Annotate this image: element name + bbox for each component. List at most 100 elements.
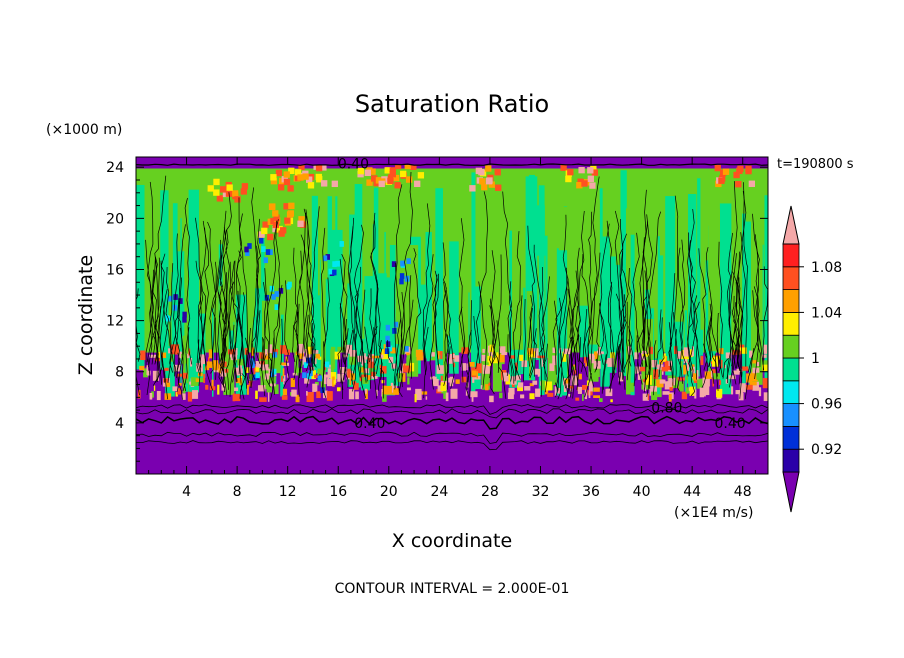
field-patch (693, 378, 698, 384)
field-patch (241, 183, 249, 190)
field-streak (254, 288, 262, 352)
colorbar-box (782, 289, 800, 313)
field-patch (271, 294, 276, 300)
field-streak (743, 221, 755, 370)
field-patch (249, 358, 255, 365)
contour-line (635, 335, 639, 381)
field-streak (188, 189, 200, 393)
field-patch (746, 373, 753, 383)
field-patch (234, 387, 239, 392)
colorbar-arrow-low (782, 471, 800, 513)
field-patch (315, 353, 320, 359)
field-patch (247, 384, 249, 395)
colorbar-box (782, 334, 800, 359)
field-patch (274, 304, 279, 311)
field-patch (379, 366, 387, 374)
field-patch (689, 386, 696, 396)
field-patch (719, 380, 722, 385)
field-patch (387, 177, 394, 185)
contour-line (225, 261, 232, 390)
field-patch (571, 375, 578, 386)
field-patch (644, 375, 652, 385)
field-patch (544, 381, 552, 391)
field-patch (322, 390, 328, 399)
field-patch (703, 384, 710, 396)
field-patch (704, 371, 711, 379)
contour-line (136, 373, 140, 396)
contour-line (355, 290, 365, 377)
contour-line (354, 266, 366, 398)
field-patch (665, 381, 673, 388)
contour-line (615, 293, 624, 380)
field-patch (527, 348, 534, 355)
field-patch (264, 373, 270, 380)
field-patch (448, 377, 455, 383)
field-patch (283, 178, 291, 186)
field-patch (207, 185, 214, 192)
field-patch (258, 231, 265, 238)
contour-line (198, 227, 213, 391)
field-patch (755, 361, 760, 367)
contour-labels: 0.40 0.40 0.40 0.80 (338, 156, 746, 431)
field-patch (306, 176, 313, 183)
contour-line (601, 354, 607, 394)
field-patch (250, 347, 255, 356)
field-patch (153, 385, 156, 391)
field-streak (450, 245, 455, 371)
field-patch (443, 390, 446, 399)
field-patch (248, 380, 253, 387)
contour-line (429, 274, 438, 390)
field-patch (596, 350, 599, 354)
contour-line (293, 247, 302, 397)
field-patch (687, 362, 690, 371)
field-streak (171, 272, 174, 362)
x-tick-label: 48 (734, 484, 752, 500)
contour-line (218, 261, 235, 393)
contour-line (369, 288, 374, 389)
field-patch (339, 241, 344, 247)
contour-line (146, 257, 161, 363)
field-patch (295, 394, 300, 403)
field-patch (192, 390, 199, 399)
field-patch (240, 188, 247, 195)
contour-line (422, 254, 434, 375)
field-streak (347, 283, 359, 387)
field-patch (385, 341, 391, 348)
field-patch (170, 354, 174, 362)
contour-line (250, 245, 260, 389)
field-patch (568, 393, 571, 397)
contour-line (282, 280, 290, 389)
field-patch (199, 354, 206, 365)
field-patch (455, 379, 460, 384)
field-patch (409, 362, 415, 372)
contour-line (387, 340, 394, 372)
field-patch (262, 221, 269, 228)
y-tick-label: 4 (115, 416, 124, 432)
field-patch (598, 346, 601, 356)
field-patch (302, 173, 309, 180)
field-streak (429, 341, 440, 361)
field-patch (379, 354, 384, 359)
field-patch (279, 345, 287, 354)
field-patch (157, 351, 160, 358)
contour-line (200, 297, 207, 365)
field-patch (140, 350, 146, 361)
colorbar-box (782, 266, 800, 290)
field-patch (149, 392, 153, 400)
field-patch (487, 355, 492, 367)
field-patch (357, 167, 365, 175)
field-patch (160, 352, 167, 358)
contour-line (447, 334, 449, 373)
contour-line (222, 192, 232, 365)
field-streak (420, 284, 430, 358)
contour-line (377, 340, 383, 391)
contour-line (489, 254, 502, 379)
field-patch (333, 380, 336, 385)
field-patch (728, 375, 736, 380)
field-patch (494, 169, 501, 176)
field-patch (348, 389, 355, 400)
field-patch (488, 382, 491, 386)
contour-line (195, 260, 202, 386)
contour-line (311, 322, 314, 371)
field-patch (257, 362, 264, 368)
